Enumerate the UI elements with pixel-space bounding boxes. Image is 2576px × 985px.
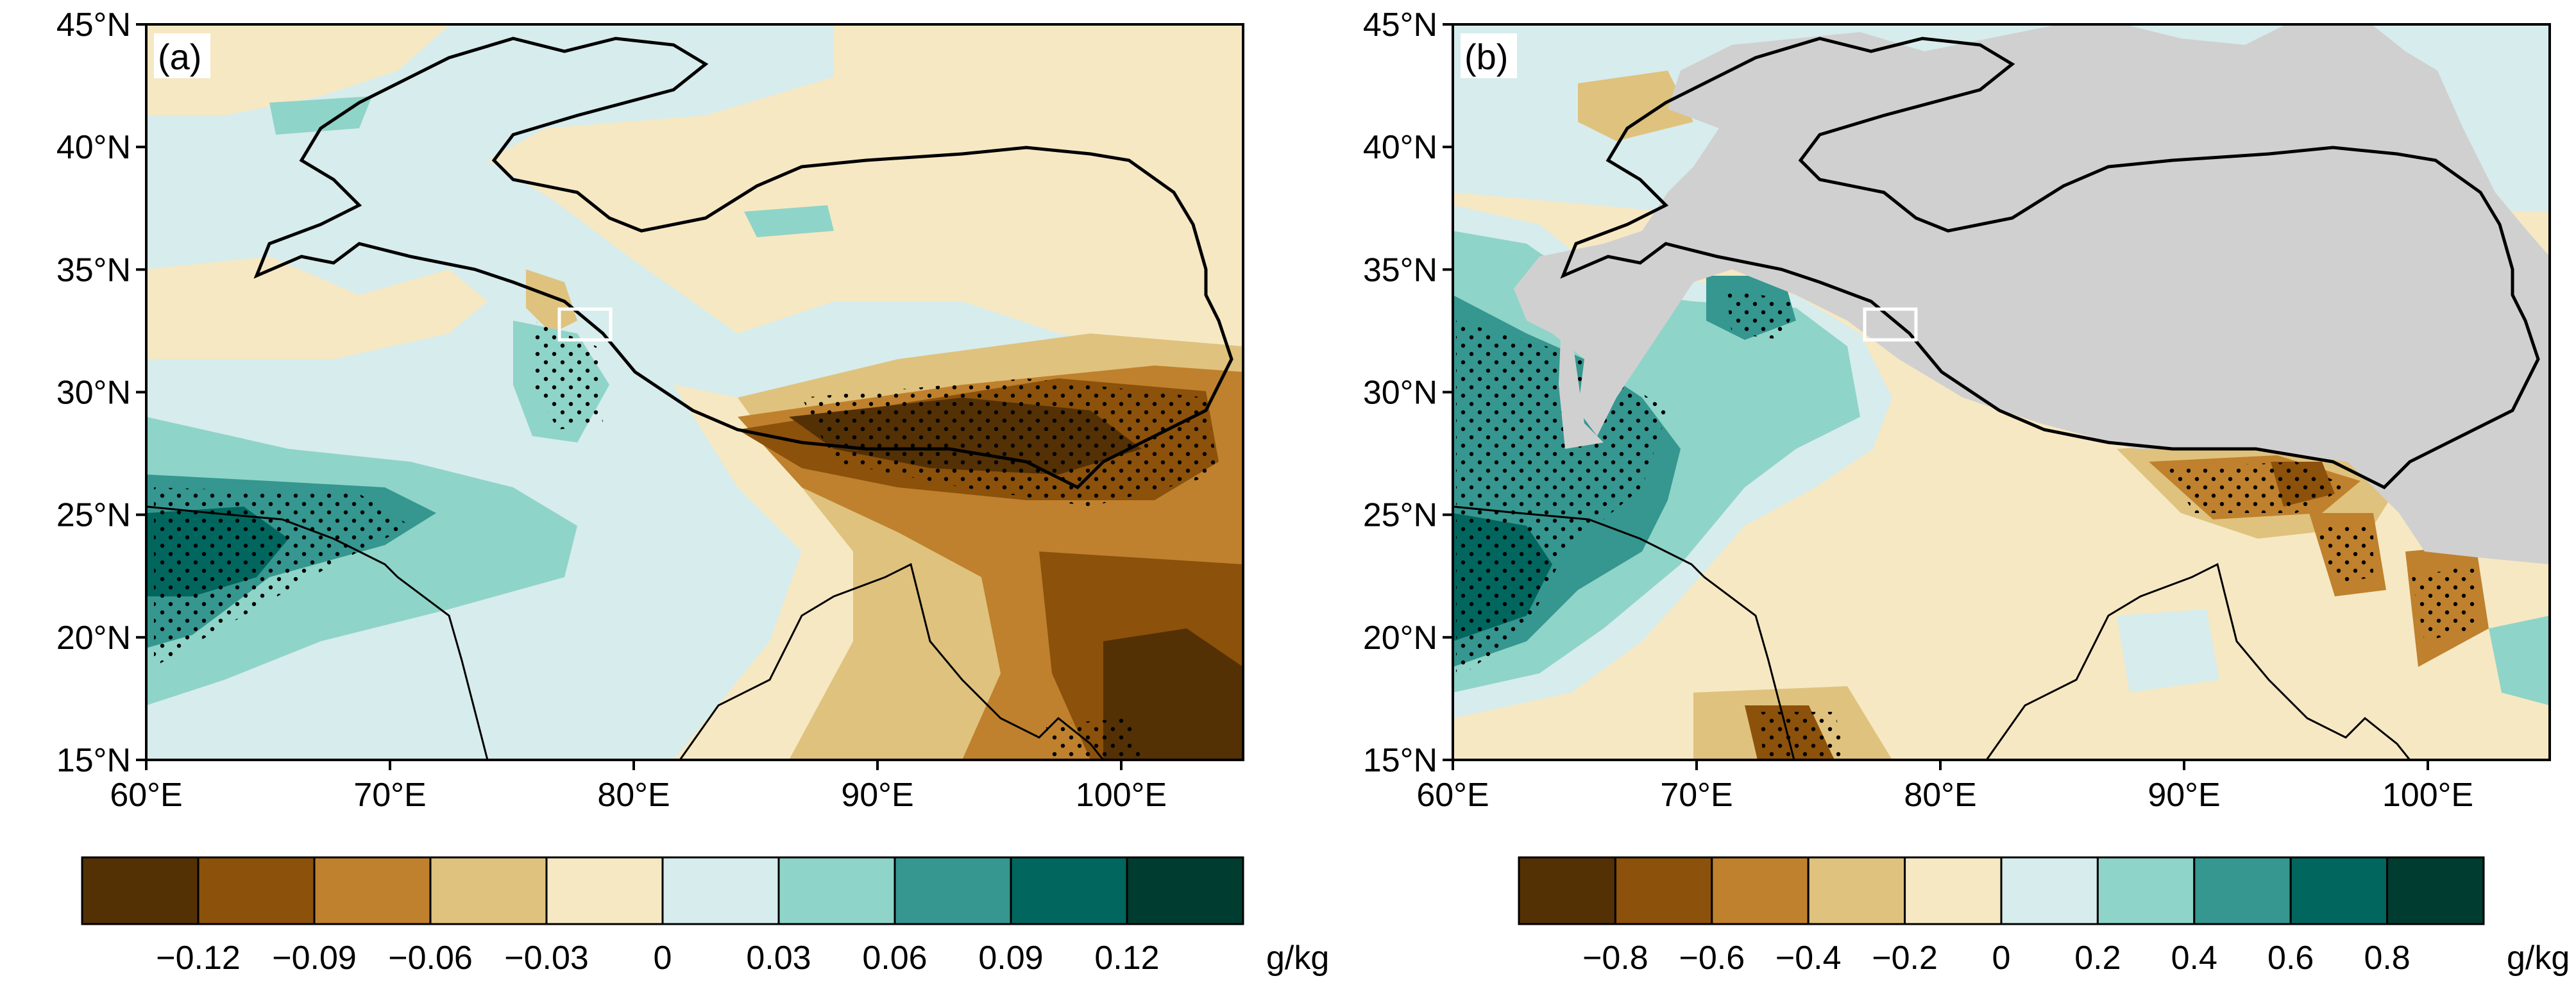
lat-tick-label: 15°N [56,742,131,779]
colorbar-tick-label: 0 [1992,939,2011,977]
colorbar-tick-label: 0.4 [2171,939,2217,977]
colorbar-tick-label: −0.06 [388,939,473,977]
panel-b-label: (b) [1464,37,1508,77]
colorbar-swatch [2096,856,2196,925]
lat-tick-label: 35°N [56,251,131,289]
panel-a-lat-axis: 45°N 40°N 35°N 30°N 25°N 20°N 15°N [56,6,146,779]
lat-tick-label: 25°N [1363,497,1437,534]
panel-a-colorbar: −0.12 −0.09 −0.06 −0.03 0 0.03 0.06 0.09 0.12 g/k… [81,856,1329,977]
lon-tick-label: 90°E [841,777,913,814]
panel-b-colorbar: −0.8 −0.6 −0.4 −0.2 0 0.2 0.4 0.6 0.8 g/kg [1518,856,2570,977]
panel-b-map [1453,24,2550,760]
colorbar-unit: g/kg [2507,939,2570,977]
study-box-a [557,307,613,342]
colorbar-tick-label: −0.6 [1679,939,1745,977]
colorbar-swatch [2193,856,2292,925]
panel-b-lon-axis: 60°E 70°E 80°E 90°E 100°E [1416,760,2473,814]
lon-tick-label: 60°E [110,777,182,814]
lat-tick-label: 40°N [1363,129,1437,166]
colorbar-swatch [429,856,548,925]
lon-tick-label: 70°E [1660,777,1733,814]
lon-tick-label: 80°E [1904,777,1976,814]
panel-b: (b) 45°N 40°N 35°N 30°N 25°N 20°N 15°N 60°E 70°… [1363,6,2570,977]
lon-tick-label: 80°E [597,777,670,814]
colorbar-tick-label: 0.12 [1094,939,1159,977]
lon-tick-label: 100°E [2382,777,2473,814]
colorbar-tick-label: 0.6 [2267,939,2314,977]
colorbar-swatch [1904,856,2003,925]
colorbar-tick-label: −0.2 [1872,939,1938,977]
colorbar-tick-label: 0.06 [862,939,927,977]
colorbar-tick-label: −0.12 [156,939,241,977]
panel-a: (a) 45°N 40°N 35°N 30°N 25°N 20°N 15°N 60°E 70°… [56,6,1329,977]
panel-a-label: (a) [158,37,201,77]
panel-a-lon-axis: 60°E 70°E 80°E 90°E 100°E [110,760,1167,814]
lat-tick-label: 45°N [1363,6,1437,44]
colorbar-tick-label: 0.2 [2074,939,2121,977]
lon-tick-label: 60°E [1416,777,1489,814]
colorbar-tick-label: 0.8 [2364,939,2410,977]
colorbar-swatch [2386,856,2485,925]
colorbar-swatch [1010,856,1128,925]
panel-a-map [146,24,1243,760]
lat-tick-label: 20°N [1363,619,1437,657]
colorbar-swatch [777,856,896,925]
colorbar-tick-label: −0.8 [1582,939,1648,977]
lon-tick-label: 90°E [2148,777,2220,814]
colorbar-swatch [1711,856,1809,925]
colorbar-swatch [2000,856,2099,925]
lat-tick-label: 15°N [1363,742,1437,779]
lat-tick-label: 45°N [56,6,131,44]
colorbar-swatch [661,856,780,925]
colorbar-unit: g/kg [1266,939,1329,977]
lat-tick-label: 25°N [56,497,131,534]
colorbar-swatch [1807,856,1906,925]
colorbar-tick-label: 0.09 [978,939,1043,977]
lat-tick-label: 20°N [56,619,131,657]
colorbar-swatch [197,856,316,925]
colorbar-swatch [1126,856,1244,925]
lat-tick-label: 30°N [1363,375,1437,412]
colorbar-tick-label: −0.03 [504,939,589,977]
colorbar-swatch [2289,856,2389,925]
colorbar-swatch [81,856,199,925]
lon-tick-label: 100°E [1076,777,1167,814]
colorbar-swatch [1518,856,1616,925]
lat-tick-label: 40°N [56,129,131,166]
colorbar-tick-label: 0.03 [746,939,811,977]
colorbar-swatch [894,856,1012,925]
colorbar-tick-label: −0.09 [272,939,357,977]
lat-tick-label: 30°N [56,375,131,412]
lat-tick-label: 35°N [1363,251,1437,289]
lon-tick-label: 70°E [353,777,426,814]
colorbar-tick-label: −0.4 [1775,939,1842,977]
colorbar-swatch [313,856,432,925]
study-box-b [1863,307,1918,342]
colorbar-tick-label: 0 [654,939,672,977]
colorbar-swatch [1614,856,1713,925]
colorbar-swatch [545,856,664,925]
panel-b-lat-axis: 45°N 40°N 35°N 30°N 25°N 20°N 15°N [1363,6,1453,779]
